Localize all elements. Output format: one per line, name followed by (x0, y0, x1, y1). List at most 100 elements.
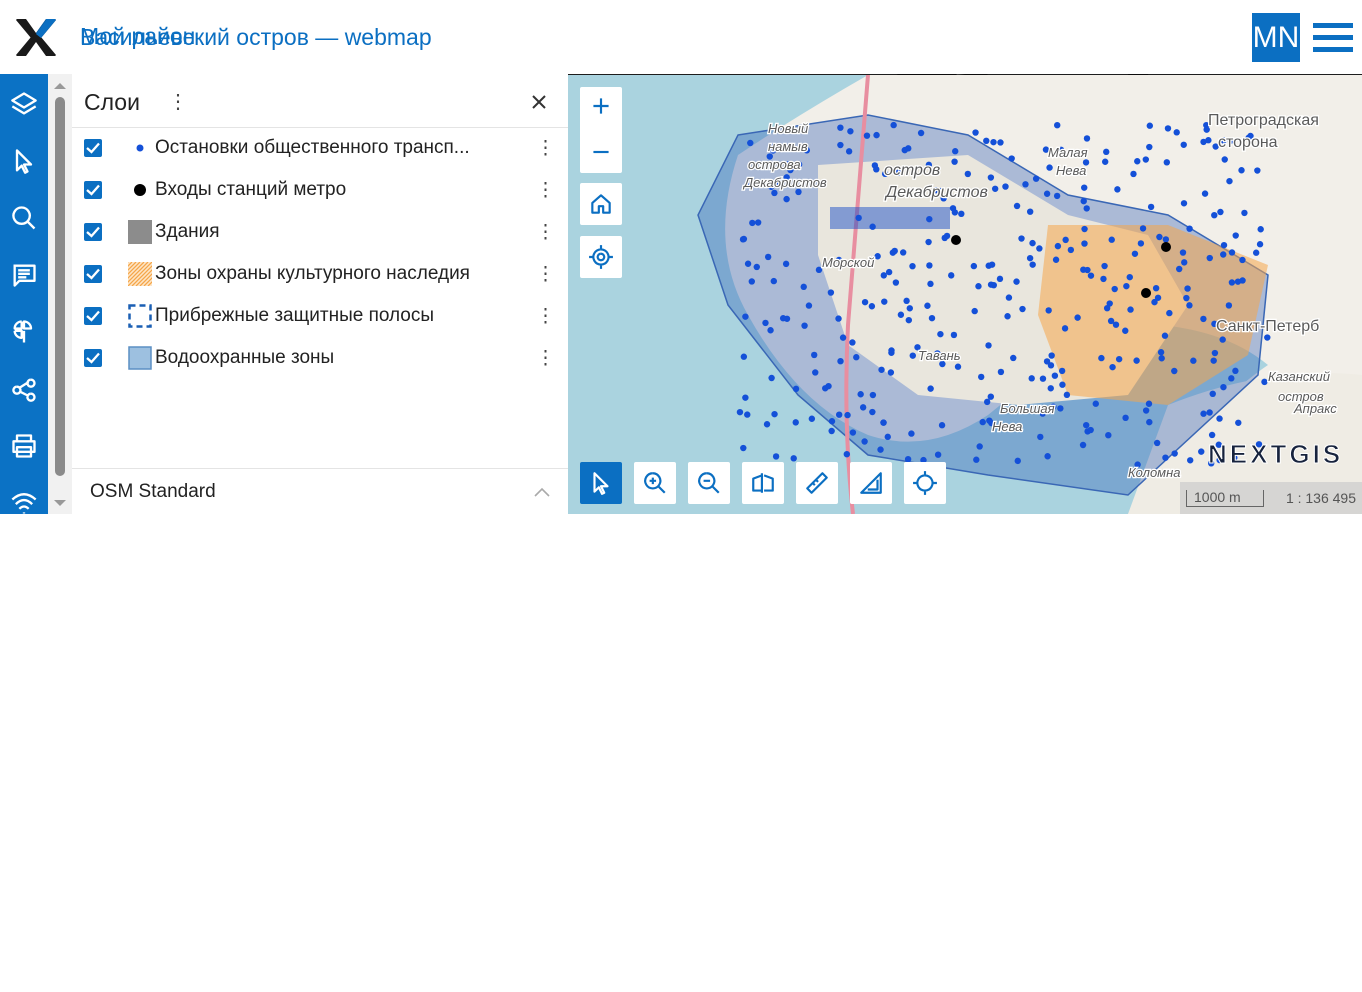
map-tool[interactable] (850, 462, 892, 504)
hatch-line (135, 269, 152, 286)
sidebar-legend[interactable] (10, 318, 38, 346)
stop-point (1247, 132, 1254, 140)
stop-point (1211, 211, 1218, 219)
stop-point (775, 179, 782, 186)
stop-point (1043, 190, 1051, 197)
sidebar-print[interactable] (10, 432, 38, 460)
stop-point (953, 353, 960, 361)
locate-button[interactable] (580, 236, 622, 278)
layer-menu[interactable]: ⋮ (536, 306, 555, 327)
stop-point (1134, 461, 1141, 468)
map-tool[interactable] (580, 462, 622, 504)
map-canvas: Новый намыв острова Декабристов остров Декабр… (568, 75, 1362, 514)
stop-point (920, 456, 927, 464)
layers-menu[interactable]: ⋮ (168, 91, 188, 113)
map-tool[interactable] (796, 462, 838, 504)
stop-point (1130, 170, 1137, 178)
stop-point (1200, 315, 1207, 323)
stop-point (861, 438, 868, 445)
sidebar-list[interactable] (10, 261, 38, 289)
layer-symbol (128, 262, 152, 286)
stop-point (1037, 433, 1044, 441)
stop-point (1126, 273, 1133, 281)
stop-point (869, 223, 876, 230)
stop-point (926, 262, 933, 269)
hatch-line (128, 262, 141, 275)
sidebar-pointer[interactable] (10, 147, 38, 175)
stop-point (1081, 240, 1088, 247)
stop-point (1228, 375, 1235, 382)
stop-point (828, 427, 835, 435)
layer-label[interactable]: Водоохранные зоны (155, 347, 335, 368)
zoom-control[interactable] (580, 87, 622, 173)
map-tool[interactable] (904, 462, 946, 504)
stop-point (808, 415, 816, 422)
home-button[interactable] (580, 183, 622, 225)
stop-point (1152, 284, 1160, 292)
sidebar-share[interactable] (10, 375, 38, 403)
stop-point (1131, 250, 1139, 257)
sidebar-search[interactable] (10, 204, 38, 232)
menu-bar (1313, 35, 1353, 40)
sidebar-list-shape (13, 264, 36, 287)
fill (128, 346, 152, 370)
stop-point (1019, 305, 1026, 313)
stop-point (997, 368, 1005, 376)
layer-label[interactable]: Здания (155, 221, 220, 242)
stop-point (1101, 262, 1108, 270)
map-tool[interactable] (634, 462, 676, 504)
stop-point (815, 266, 823, 274)
basemap-toggle (534, 487, 550, 497)
layer-menu[interactable]: ⋮ (536, 348, 555, 369)
stop-point (1080, 197, 1087, 205)
arrow-up (54, 83, 66, 89)
checkbox-tick (86, 184, 100, 196)
layer-label[interactable]: Входы станций метро (155, 179, 347, 200)
menu-button[interactable] (1313, 23, 1353, 53)
stop-point (762, 319, 769, 327)
sidebar-layers[interactable] (10, 90, 38, 118)
basemap-row[interactable]: OSM Standard (72, 468, 568, 515)
stop-point (897, 311, 905, 318)
layer-menu[interactable]: ⋮ (536, 264, 555, 285)
stop-point (837, 124, 844, 131)
layer-label[interactable]: Зоны охраны культурного наследия (155, 263, 470, 284)
scroll-thumb (55, 97, 65, 476)
checkbox (84, 307, 102, 325)
stop-point (1043, 358, 1051, 365)
layer-row: Остановки общественного трансп... ⋮ (72, 130, 555, 166)
layer-menu[interactable]: ⋮ (536, 222, 555, 243)
stop-point (1217, 208, 1224, 216)
stop-point (854, 260, 861, 268)
map-tool[interactable] (742, 462, 784, 504)
map-tool[interactable] (688, 462, 730, 504)
stop-point (1084, 266, 1091, 274)
layer-menu[interactable]: ⋮ (536, 180, 555, 201)
stop-point (985, 342, 992, 349)
layer-row: Прибрежные защитные полосы ⋮ (72, 298, 555, 334)
layer-label[interactable]: Прибрежные защитные полосы (155, 305, 435, 326)
stop-point (1098, 354, 1105, 362)
stop-point (1062, 236, 1069, 244)
stop-point (835, 315, 842, 322)
stop-point (877, 446, 884, 453)
stop-point (1201, 190, 1209, 197)
header-title[interactable]: Васильевский остров — webmap (80, 23, 432, 50)
stop-point (1112, 321, 1120, 328)
layer-controls (84, 349, 102, 367)
sidebar-wifi-shape (11, 493, 37, 514)
layer-controls (84, 265, 102, 283)
user-button[interactable]: MN (1252, 13, 1300, 62)
sidebar-layers-shape (11, 92, 37, 115)
stop-point (909, 262, 916, 270)
stop-point (874, 253, 881, 260)
close-button[interactable] (532, 95, 546, 109)
stop-point (1133, 357, 1140, 364)
sidebar-wifi[interactable] (10, 489, 38, 517)
header-title[interactable]: Мой район (80, 23, 196, 49)
stop-point (934, 451, 942, 458)
layer-label[interactable]: Остановки общественного трансп... (155, 137, 470, 158)
checkbox (84, 181, 102, 199)
layer-menu[interactable]: ⋮ (536, 138, 555, 159)
